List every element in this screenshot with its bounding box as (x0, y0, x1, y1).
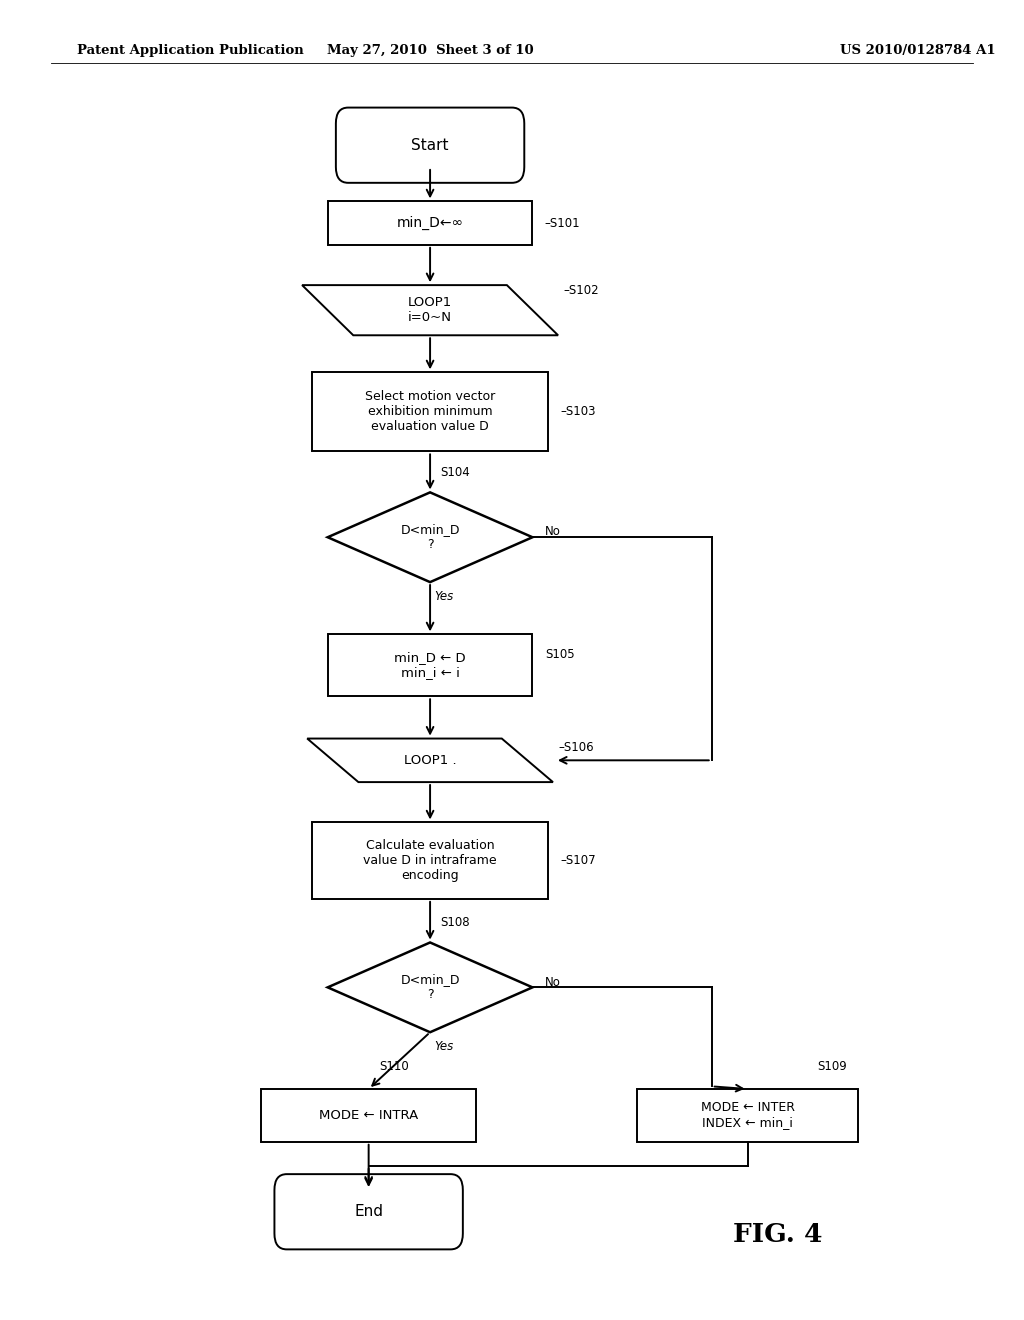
Text: –S101: –S101 (545, 216, 581, 230)
Text: –S106: –S106 (558, 741, 594, 754)
Text: No: No (545, 525, 561, 539)
Text: FIG. 4: FIG. 4 (733, 1222, 823, 1246)
Text: US 2010/0128784 A1: US 2010/0128784 A1 (840, 44, 995, 57)
Text: S110: S110 (379, 1060, 409, 1073)
Text: Yes: Yes (434, 590, 454, 603)
Bar (637, 1089, 857, 1142)
Text: Calculate evaluation
value D in intraframe
encoding: Calculate evaluation value D in intrafra… (364, 840, 497, 882)
Bar (312, 372, 548, 451)
Text: –S102: –S102 (563, 284, 599, 297)
Text: –S107: –S107 (560, 854, 596, 867)
Text: D<min_D
?: D<min_D ? (400, 973, 460, 1002)
Text: S109: S109 (817, 1060, 848, 1073)
Bar (261, 1089, 476, 1142)
Text: D<min_D
?: D<min_D ? (400, 523, 460, 552)
Polygon shape (302, 285, 558, 335)
Bar (328, 635, 532, 697)
Text: No: No (545, 975, 561, 989)
Text: S104: S104 (440, 466, 470, 479)
Text: S108: S108 (440, 916, 470, 929)
Text: S105: S105 (545, 648, 574, 661)
Text: May 27, 2010  Sheet 3 of 10: May 27, 2010 Sheet 3 of 10 (327, 44, 534, 57)
Polygon shape (328, 492, 532, 582)
Polygon shape (307, 739, 553, 781)
Text: –S103: –S103 (560, 405, 596, 418)
Text: LOOP1 .: LOOP1 . (403, 754, 457, 767)
Text: MODE ← INTER
INDEX ← min_i: MODE ← INTER INDEX ← min_i (700, 1101, 795, 1130)
Text: Yes: Yes (434, 1040, 454, 1053)
Text: Select motion vector
exhibition minimum
evaluation value D: Select motion vector exhibition minimum … (365, 391, 496, 433)
Text: Start: Start (412, 137, 449, 153)
Text: End: End (354, 1204, 383, 1220)
Text: Patent Application Publication: Patent Application Publication (77, 44, 303, 57)
Bar (328, 201, 532, 244)
Text: MODE ← INTRA: MODE ← INTRA (319, 1109, 418, 1122)
FancyBboxPatch shape (274, 1175, 463, 1249)
Text: min_D←∞: min_D←∞ (396, 216, 464, 230)
Text: LOOP1
i=0~N: LOOP1 i=0~N (408, 296, 453, 325)
Bar (312, 822, 548, 899)
Polygon shape (328, 942, 532, 1032)
Text: min_D ← D
min_i ← i: min_D ← D min_i ← i (394, 651, 466, 680)
FancyBboxPatch shape (336, 107, 524, 182)
